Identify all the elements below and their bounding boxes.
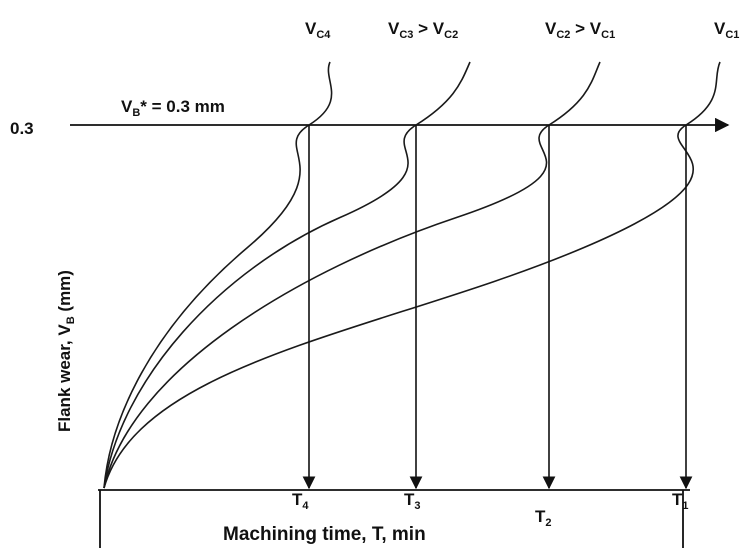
x-tick-label-main: T (404, 490, 415, 509)
lifetime-drop-lines (302, 125, 693, 490)
criterion-label-sub: B (132, 107, 140, 119)
y-axis-label-main: Flank wear, V (55, 324, 74, 432)
criterion-label: VB* = 0.3 mm (121, 97, 225, 119)
series-label-main: V (305, 19, 317, 38)
x-tick-label-main: T (535, 507, 546, 526)
y-axis-label: Flank wear, VB (mm) (55, 270, 77, 432)
series-label-main: V (714, 19, 726, 38)
series-label-2: VC3 > VC2 (388, 19, 458, 41)
series-label-sub: C3 (399, 29, 413, 41)
series-label-4: VC1 (714, 19, 739, 41)
x-tick-label-sub: 3 (414, 500, 420, 512)
series-label-sub: C1 (601, 29, 615, 41)
series-label-sub: C1 (725, 29, 739, 41)
series-label-sub: C2 (556, 29, 570, 41)
x-tick-label-2: T3 (404, 490, 421, 512)
x-tick-label-3: T2 (535, 507, 552, 529)
series-label-sub: C2 (444, 29, 458, 41)
x-tick-label-1: T4 (292, 490, 309, 512)
wear-curve-2 (103, 61, 471, 489)
series-label-3: VC2 > VC1 (545, 19, 615, 41)
criterion-label-rest: * = 0.3 mm (140, 97, 225, 116)
series-label-main: V (388, 19, 400, 38)
series-label-1: VC4 (305, 19, 331, 41)
y-axis-label-sub: B (65, 316, 77, 324)
criterion-label-main: V (121, 97, 133, 116)
y-axis-label-unit: (mm) (55, 270, 74, 316)
series-labels: VC4 VC3 > VC2 VC2 > VC1 VC1 (305, 19, 739, 41)
y-tick-label: 0.3 (10, 119, 34, 138)
x-tick-label-sub: 1 (682, 500, 688, 512)
x-tick-label-sub: 2 (545, 517, 551, 529)
x-tick-label-main: T (672, 490, 683, 509)
series-label-main: V (590, 19, 602, 38)
x-tick-label-main: T (292, 490, 303, 509)
x-axis-label: Machining time, T, min (223, 524, 426, 545)
x-tick-label-4: T1 (672, 490, 689, 512)
series-label-text: > (570, 19, 589, 38)
wear-curve-3 (103, 61, 601, 489)
wear-curve-4 (103, 61, 721, 489)
series-label-sub: C4 (316, 29, 331, 41)
series-label-main: V (433, 19, 445, 38)
wear-curve-1 (103, 61, 333, 489)
x-tick-label-sub: 4 (302, 500, 309, 512)
series-label-main: V (545, 19, 557, 38)
wear-curves (103, 61, 721, 489)
series-label-text: > (413, 19, 432, 38)
